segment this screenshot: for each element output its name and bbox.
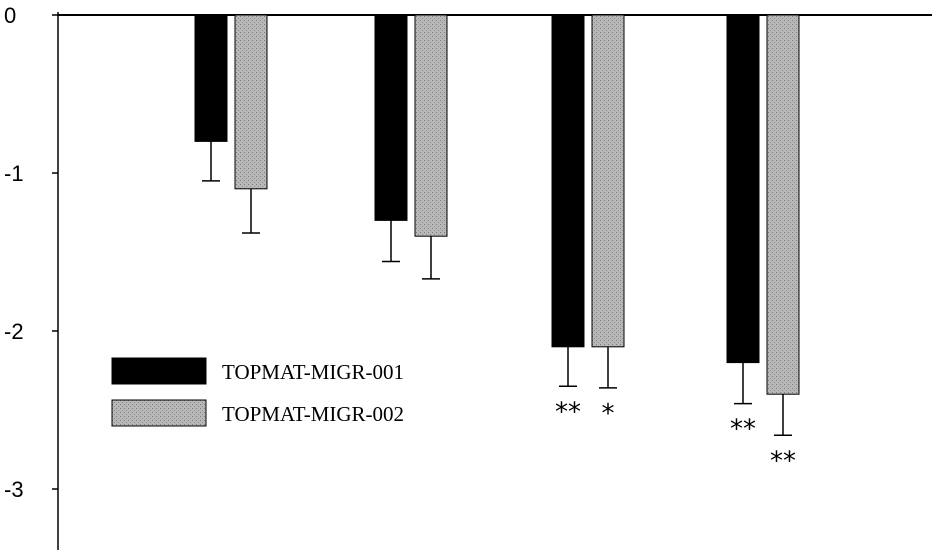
y-tick-label: 0 <box>4 3 16 28</box>
y-tick-label: -1 <box>4 161 24 186</box>
bar-series-002 <box>591 14 625 348</box>
bar-series-002 <box>234 14 268 190</box>
y-tick-label: -3 <box>4 477 24 502</box>
significance-marker: ** <box>730 415 756 445</box>
bar-series-002 <box>414 14 448 237</box>
legend-label: TOPMAT-MIGR-002 <box>222 402 404 426</box>
legend-swatch <box>111 399 207 427</box>
significance-marker: ** <box>770 446 796 476</box>
bar-series-001 <box>374 14 408 221</box>
legend-swatch <box>111 357 207 385</box>
significance-marker: * <box>602 399 615 429</box>
bar-series-001 <box>551 14 585 348</box>
significance-marker: ** <box>555 397 581 427</box>
legend-label: TOPMAT-MIGR-001 <box>222 360 404 384</box>
bar-series-002 <box>766 14 800 395</box>
bar-series-001 <box>194 14 228 142</box>
y-tick-label: -2 <box>4 319 24 344</box>
bar-series-001 <box>726 14 760 364</box>
